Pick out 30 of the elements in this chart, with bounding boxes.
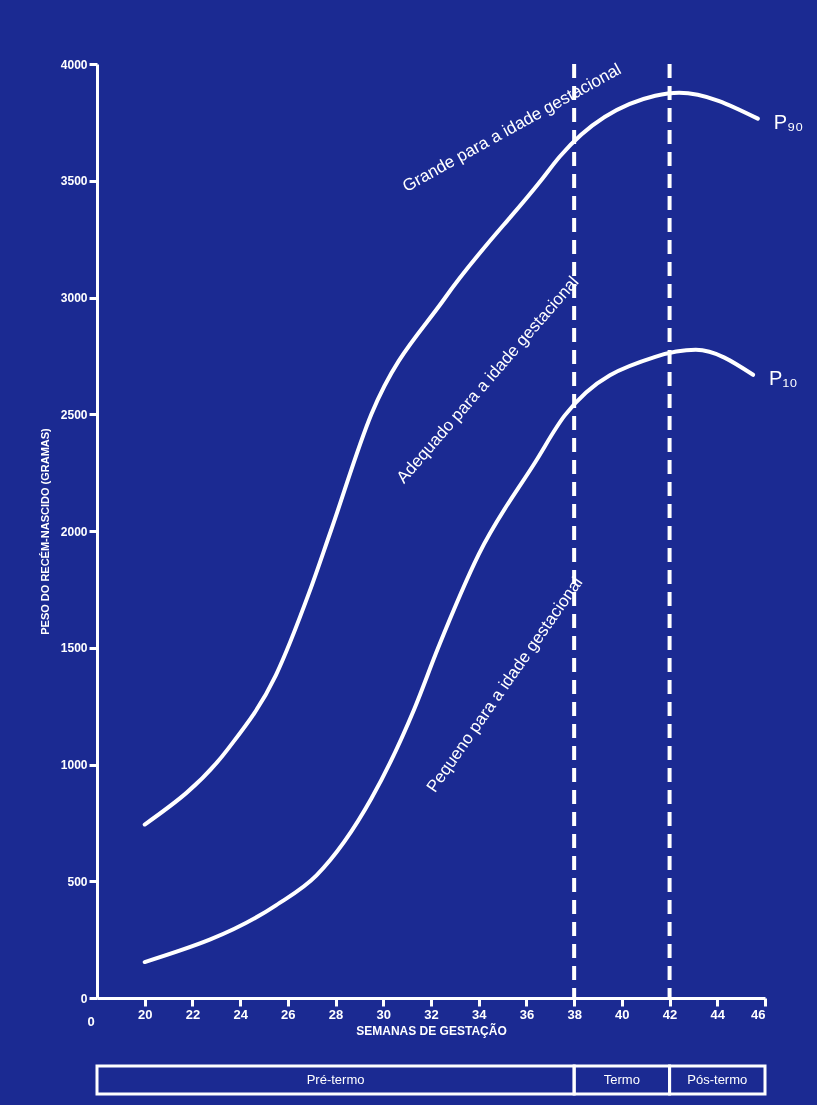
x-tick-label: 20 xyxy=(137,1006,153,1022)
series-label: P₁₀ xyxy=(769,366,798,389)
y-tick-label: 4000 xyxy=(60,57,88,72)
y-tick-label: 500 xyxy=(67,874,88,889)
y-tick-label: 3000 xyxy=(60,291,88,305)
x-tick-label: 22 xyxy=(185,1006,201,1022)
x-axis-title: SEMANAS DE GESTAÇÃO xyxy=(356,1022,507,1038)
y-tick-label: 3500 xyxy=(60,174,88,189)
x-tick-label: 42 xyxy=(662,1006,678,1022)
y-axis-title: PESO DO RECÉM-NASCIDO (GRAMAS) xyxy=(38,427,51,635)
text: Pós-termo xyxy=(687,1072,748,1087)
x-tick-label: 40 xyxy=(615,1006,630,1022)
series-label: P₉₀ xyxy=(773,110,804,133)
x-tick-label: 46 xyxy=(751,1006,766,1022)
y-tick-label: 2000 xyxy=(60,524,88,539)
x-tick-label: 32 xyxy=(424,1006,439,1022)
x-tick-label: 26 xyxy=(281,1006,296,1022)
text: Termo xyxy=(603,1072,640,1087)
x-tick-label: 44 xyxy=(710,1006,726,1022)
x-tick-label: 34 xyxy=(471,1006,488,1022)
text: Pré-termo xyxy=(306,1072,365,1087)
y-tick-label: 1500 xyxy=(60,641,88,656)
x-tick-label: 30 xyxy=(376,1006,392,1022)
x-tick-label: 24 xyxy=(233,1006,249,1022)
x-tick-label: 38 xyxy=(567,1006,582,1022)
x-tick-label: 36 xyxy=(519,1006,535,1022)
x-tick-label: 28 xyxy=(328,1006,344,1022)
y-tick-label: 2500 xyxy=(60,407,88,422)
y-tick-label: 0 xyxy=(80,991,88,1006)
y-tick-label: 1000 xyxy=(60,758,88,772)
